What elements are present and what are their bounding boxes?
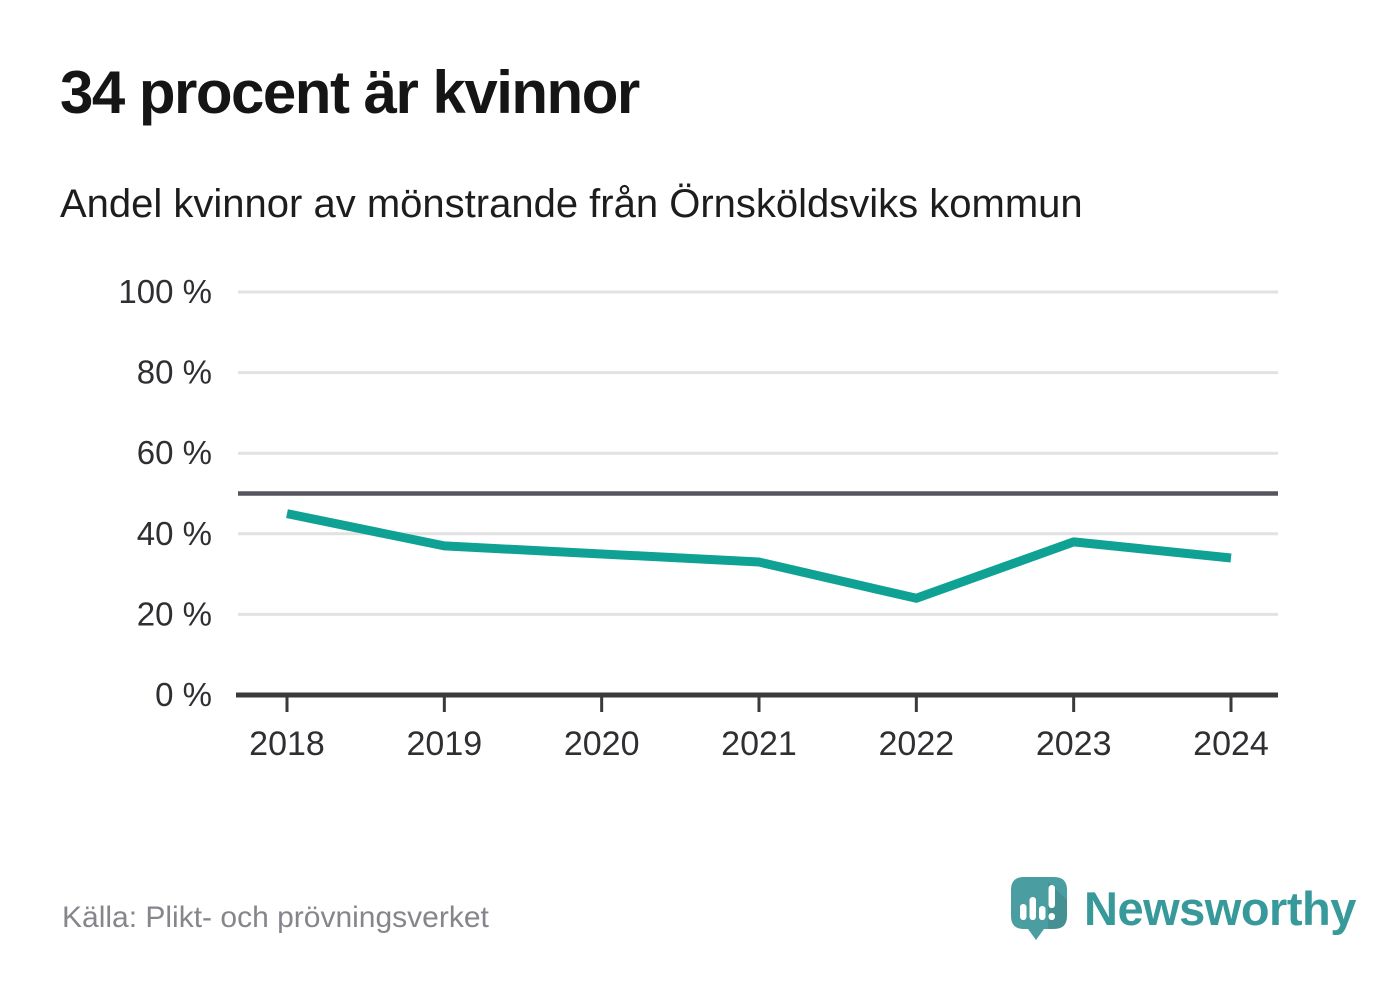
x-label-2020: 2020 [564,725,640,763]
gridlines [238,290,1278,616]
chart-title: 34 procent är kvinnor [60,59,640,126]
y-label-100: 100 % [118,273,212,310]
y-label-80: 80 % [137,354,212,391]
x-label-2022: 2022 [879,725,955,763]
x-label-2023: 2023 [1036,725,1112,763]
x-label-2019: 2019 [407,725,483,763]
y-axis-labels: 0 % 20 % 40 % 60 % 80 % 100 % [118,273,212,713]
x-label-2018: 2018 [249,725,325,763]
brand-lockup: Newsworthy [1008,876,1356,940]
y-label-60: 60 % [137,434,212,471]
x-axis-labels: 2018 2019 2020 2021 2022 2023 2024 [249,725,1269,763]
source-note: Källa: Plikt- och prövningsverket [62,901,489,934]
data-series-line [286,509,1232,603]
x-axis-ticks [285,695,1233,712]
y-label-0: 0 % [155,676,212,713]
newsworthy-logo-icon [1011,877,1067,940]
y-label-20: 20 % [137,595,212,632]
x-label-2024: 2024 [1193,725,1269,763]
chart-subtitle: Andel kvinnor av mönstrande från Örnsköl… [60,182,1083,226]
brand-wordmark: Newsworthy [1084,881,1356,935]
y-label-40: 40 % [137,515,212,552]
x-label-2021: 2021 [721,725,797,763]
